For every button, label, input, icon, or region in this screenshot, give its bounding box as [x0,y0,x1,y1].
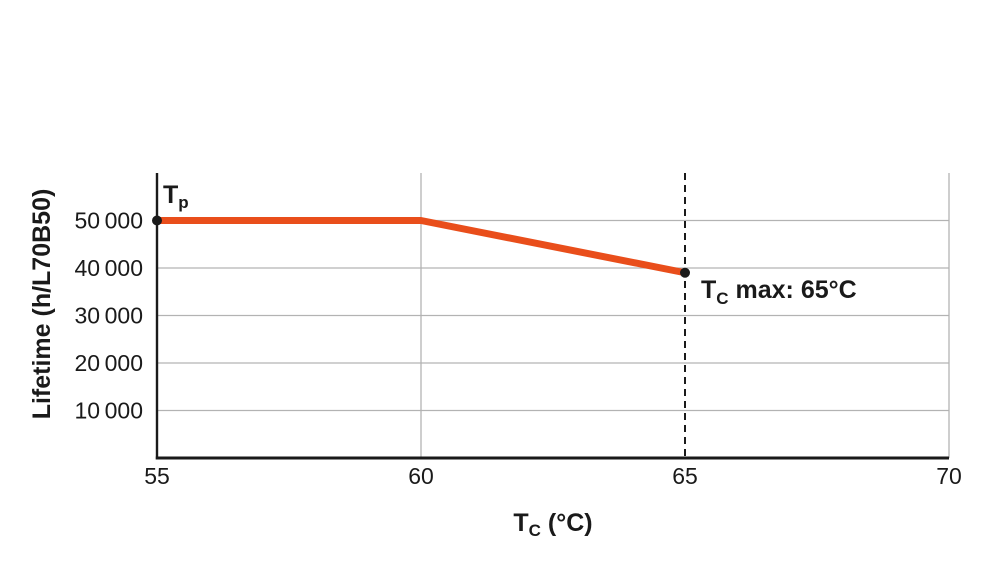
y-axis-title: Lifetime (h/L70B50) [28,189,56,420]
tick-labels-layer: 10 000 20 000 30 000 40 000 50 000 55 60 65 70 [74,208,961,490]
y-tick-label-20000: 20 000 [74,350,143,376]
tp-annotation: Tp [163,181,189,212]
series-layer [152,215,690,278]
grid-layer [157,173,950,458]
tc-max-annotation: TC max: 65°C [701,276,857,308]
x-tick-label-65: 65 [672,463,698,489]
x-tick-label-70: 70 [936,463,962,489]
y-tick-label-10000: 10 000 [74,398,143,424]
axes-layer [155,173,949,460]
y-tick-label-50000: 50 000 [74,208,143,234]
y-tick-label-30000: 30 000 [74,303,143,329]
x-axis-title: TC (°C) [513,509,592,540]
lifetime-line [157,217,686,277]
x-tick-label-55: 55 [144,463,170,489]
data-point-65 [680,267,690,278]
data-point-55 [152,215,162,226]
y-tick-label-40000: 40 000 [74,255,143,281]
x-tick-label-60: 60 [408,463,434,489]
